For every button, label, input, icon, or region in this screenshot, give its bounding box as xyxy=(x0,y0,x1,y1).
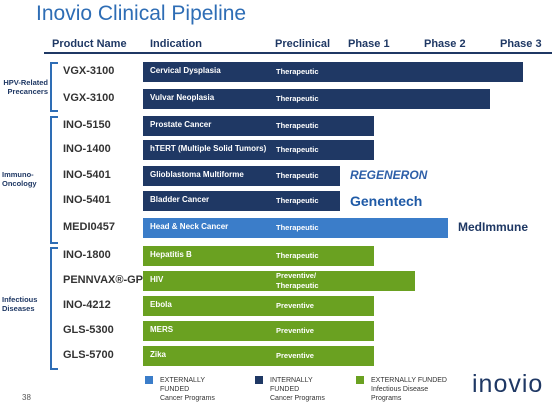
indication: Hepatitis B xyxy=(150,250,192,259)
indication: MERS xyxy=(150,325,174,334)
group-bracket xyxy=(50,247,58,370)
pipeline-bar xyxy=(143,218,448,238)
status: Therapeutic xyxy=(276,171,319,180)
indication: HIV xyxy=(150,275,164,284)
column-header: Phase 1 xyxy=(348,38,390,50)
logo: inovio xyxy=(472,370,544,398)
pipeline-bar xyxy=(143,271,415,291)
product-name: INO-1400 xyxy=(63,143,111,155)
status: Therapeutic xyxy=(276,196,319,205)
group-label: Infectious Diseases xyxy=(2,295,38,313)
status: Preventive/ Therapeutic xyxy=(276,271,319,290)
pipeline-bar xyxy=(143,296,374,316)
legend-label: EXTERNALLY FUNDED Cancer Programs xyxy=(160,377,215,402)
status: Preventive xyxy=(276,301,314,310)
indication: Ebola xyxy=(150,300,172,309)
pipeline-bar xyxy=(143,116,374,136)
product-name: INO-5401 xyxy=(63,169,111,181)
title: Inovio Clinical Pipeline xyxy=(36,2,247,25)
pipeline-bar xyxy=(143,246,374,266)
product-name: PENNVAX®-GP xyxy=(63,274,144,286)
legend-swatch xyxy=(356,376,364,384)
header-rule xyxy=(44,52,552,54)
partner-logo: MedImmune xyxy=(458,220,529,234)
group-bracket xyxy=(50,62,58,112)
product-name: VGX-3100 xyxy=(63,92,115,104)
group-label: HPV-Related Precancers xyxy=(3,78,48,96)
legend-label: INTERNALLY FUNDED Cancer Programs xyxy=(270,377,325,402)
product-name: MEDI0457 xyxy=(63,221,115,233)
indication: hTERT (Multiple Solid Tumors) xyxy=(150,144,267,153)
status: Therapeutic xyxy=(276,67,319,76)
product-name: INO-5401 xyxy=(63,194,111,206)
partner-logo: Genentech xyxy=(350,193,423,209)
pipeline-bar xyxy=(143,321,374,341)
pipeline-bar xyxy=(143,191,340,211)
product-name: INO-5150 xyxy=(63,119,111,131)
group-bracket xyxy=(50,116,58,244)
status: Preventive xyxy=(276,351,314,360)
indication: Bladder Cancer xyxy=(150,195,210,204)
legend-swatch xyxy=(255,376,263,384)
indication: Head & Neck Cancer xyxy=(150,222,229,231)
pipeline-bar xyxy=(143,166,340,186)
partner-logo: REGENERON xyxy=(350,168,428,182)
product-name: INO-4212 xyxy=(63,299,111,311)
column-header: Phase 2 xyxy=(424,38,466,50)
column-header: Product Name xyxy=(52,38,127,50)
product-name: GLS-5300 xyxy=(63,324,114,336)
indication: Zika xyxy=(150,350,167,359)
status: Therapeutic xyxy=(276,121,319,130)
status: Therapeutic xyxy=(276,251,319,260)
status: Therapeutic xyxy=(276,94,319,103)
product-name: INO-1800 xyxy=(63,249,111,261)
page-number: 38 xyxy=(22,393,31,402)
legend-label: EXTERNALLY FUNDED Infectious Disease Pro… xyxy=(371,377,447,402)
column-header: Indication xyxy=(150,38,202,50)
column-header: Preclinical xyxy=(275,38,331,50)
indication: Vulvar Neoplasia xyxy=(150,93,215,102)
column-header: Phase 3 xyxy=(500,38,542,50)
indication: Glioblastoma Multiforme xyxy=(150,170,244,179)
pipeline-bar xyxy=(143,140,374,160)
product-name: VGX-3100 xyxy=(63,65,115,77)
pipeline-bar xyxy=(143,346,374,366)
product-name: GLS-5700 xyxy=(63,349,114,361)
indication: Cervical Dysplasia xyxy=(150,66,221,75)
status: Preventive xyxy=(276,326,314,335)
status: Therapeutic xyxy=(276,223,319,232)
pipeline-bar xyxy=(143,89,490,109)
legend-swatch xyxy=(145,376,153,384)
group-label: Immuno- Oncology xyxy=(2,170,37,188)
pipeline-bar xyxy=(143,62,523,82)
status: Therapeutic xyxy=(276,145,319,154)
indication: Prostate Cancer xyxy=(150,120,212,129)
